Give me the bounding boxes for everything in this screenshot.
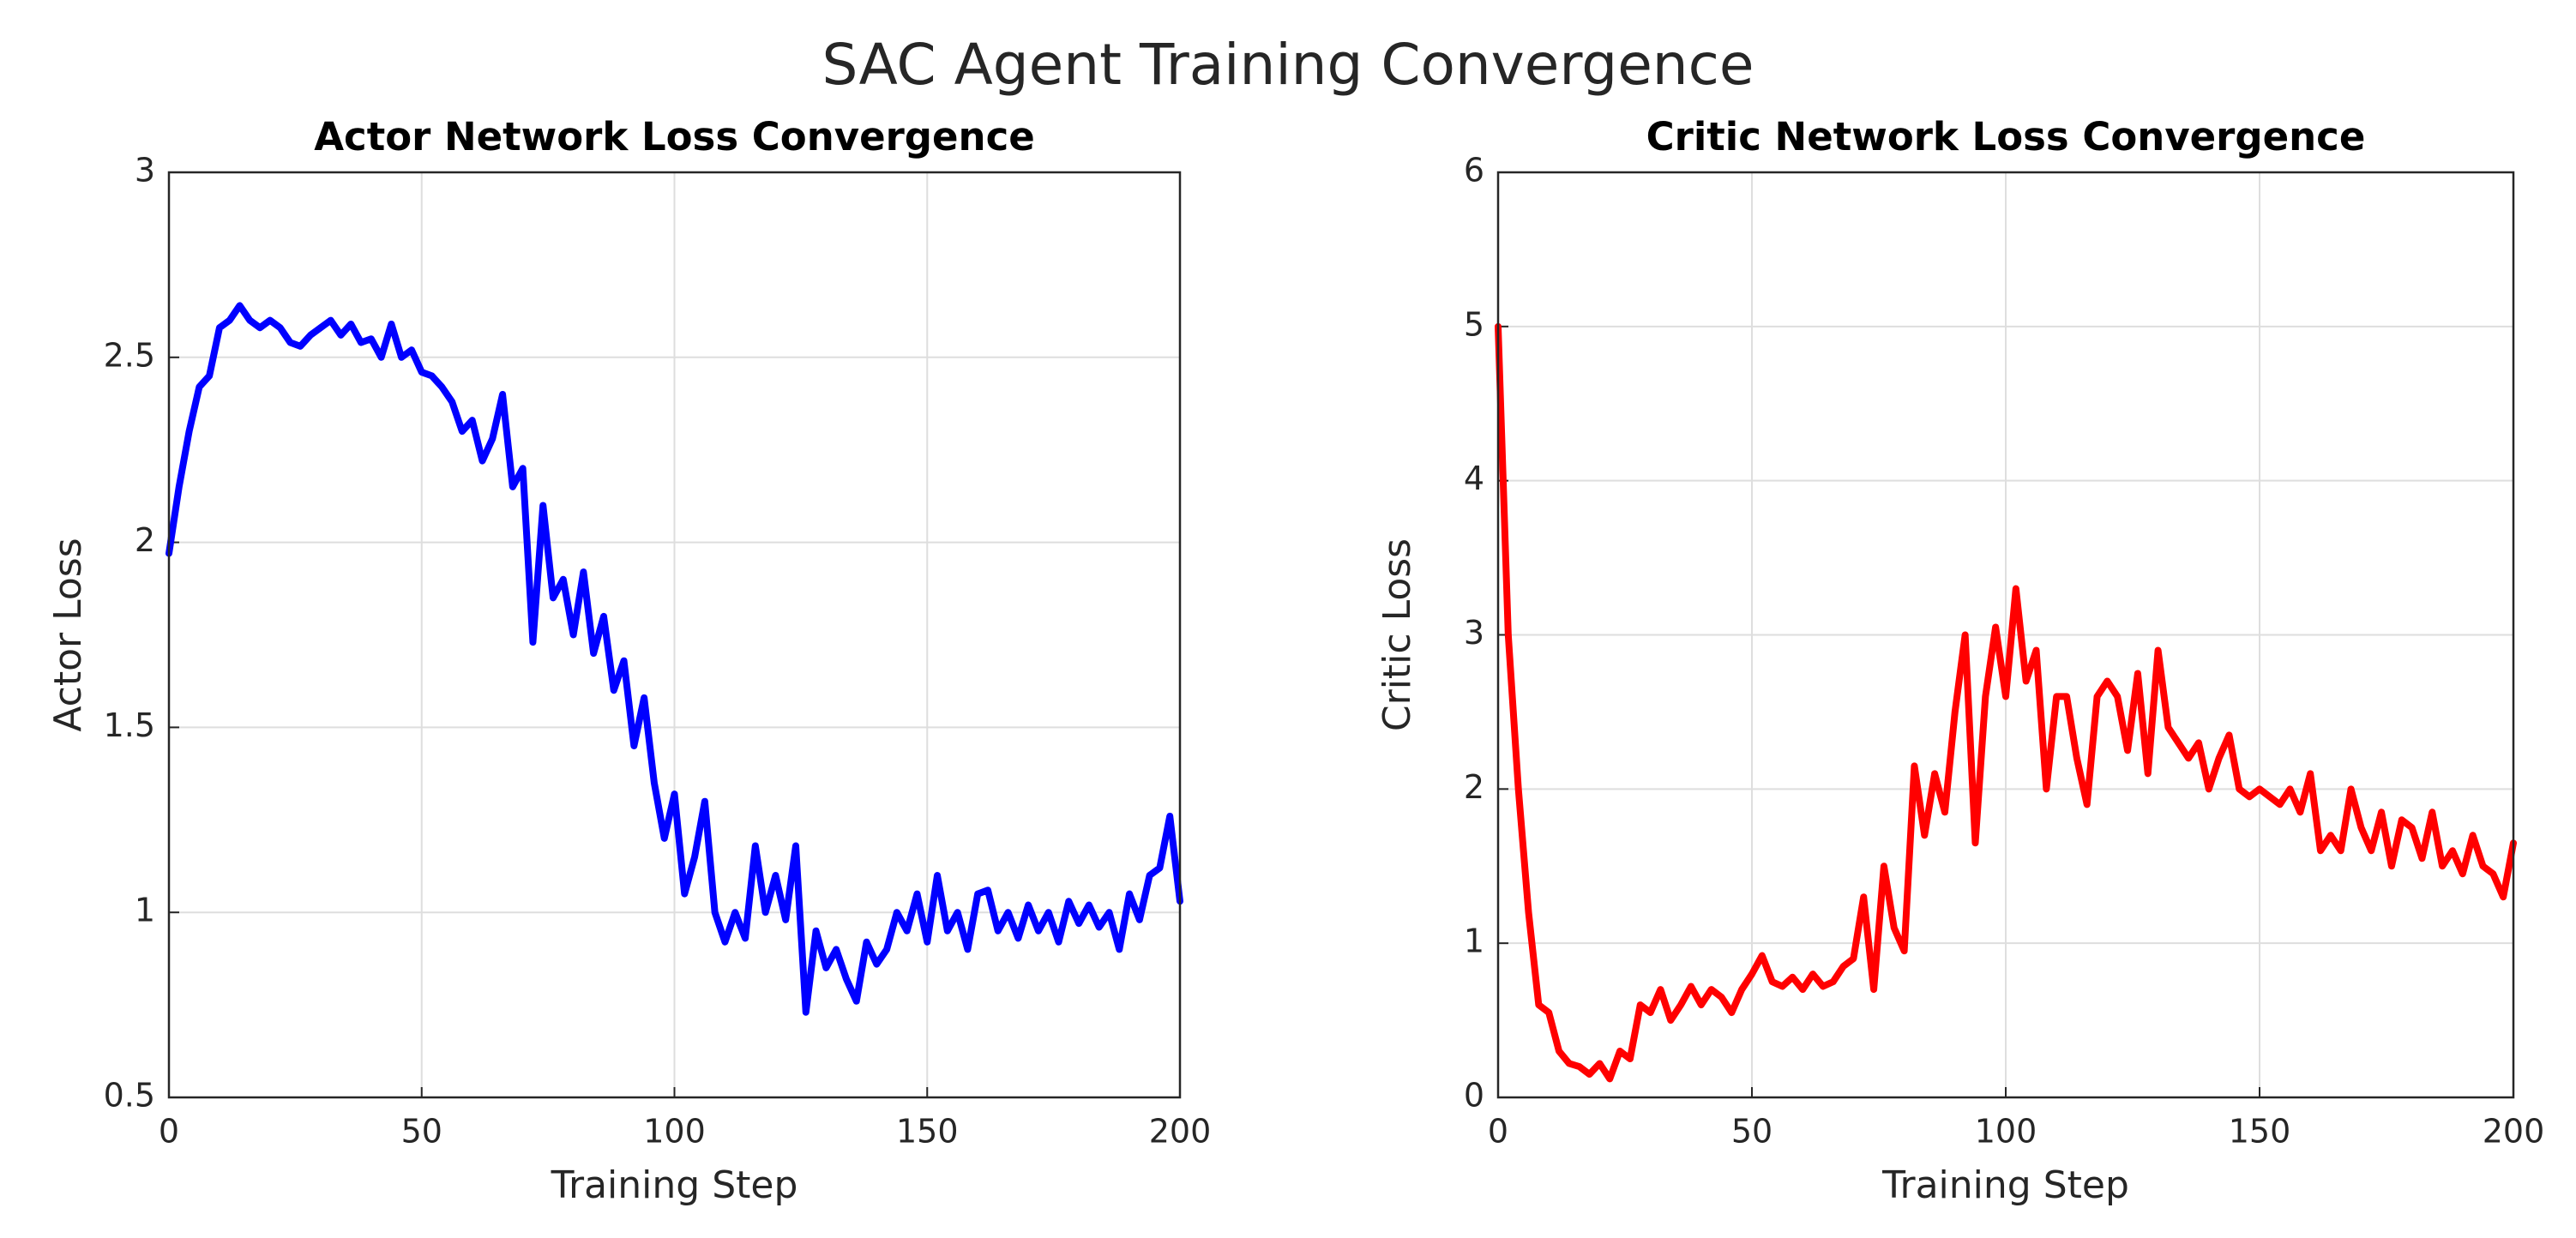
chart-title: Critic Network Loss Convergence [1646, 114, 2366, 159]
chart-title: Actor Network Loss Convergence [314, 114, 1035, 159]
x-tick-label: 100 [643, 1113, 706, 1151]
y-tick-label: 1 [1464, 922, 1484, 960]
y-axis-label: Critic Loss [1375, 538, 1419, 731]
y-tick-label: 6 [1464, 152, 1484, 189]
x-tick-label: 100 [1975, 1113, 2037, 1151]
y-tick-label: 3 [1464, 614, 1484, 652]
y-tick-label: 1 [135, 892, 155, 929]
y-tick-label: 2 [135, 521, 155, 559]
y-tick-label: 5 [1464, 305, 1484, 343]
y-tick-label: 0 [1464, 1077, 1484, 1115]
y-tick-label: 4 [1464, 460, 1484, 497]
x-tick-label: 150 [896, 1113, 959, 1151]
y-tick-label: 1.5 [104, 706, 155, 744]
x-tick-label: 150 [2229, 1113, 2291, 1151]
y-tick-label: 2.5 [104, 336, 155, 374]
x-tick-label: 50 [401, 1113, 442, 1151]
x-tick-label: 0 [1488, 1113, 1508, 1151]
y-tick-label: 0.5 [104, 1077, 155, 1115]
y-tick-label: 3 [135, 152, 155, 189]
x-tick-label: 0 [159, 1113, 179, 1151]
figure-title: SAC Agent Training Convergence [822, 32, 1754, 98]
x-axis-label: Training Step [1881, 1163, 2129, 1207]
x-tick-label: 200 [1149, 1113, 1212, 1151]
axes-box [167, 171, 1182, 1099]
data-line [166, 302, 1183, 1016]
x-tick-label: 50 [1731, 1113, 1773, 1151]
y-axis-label: Actor Loss [46, 538, 90, 731]
data-line [1495, 322, 2517, 1083]
y-tick-label: 2 [1464, 768, 1484, 806]
x-axis-label: Training Step [551, 1163, 798, 1207]
x-tick-label: 200 [2483, 1113, 2545, 1151]
axes-box [1496, 171, 2515, 1099]
